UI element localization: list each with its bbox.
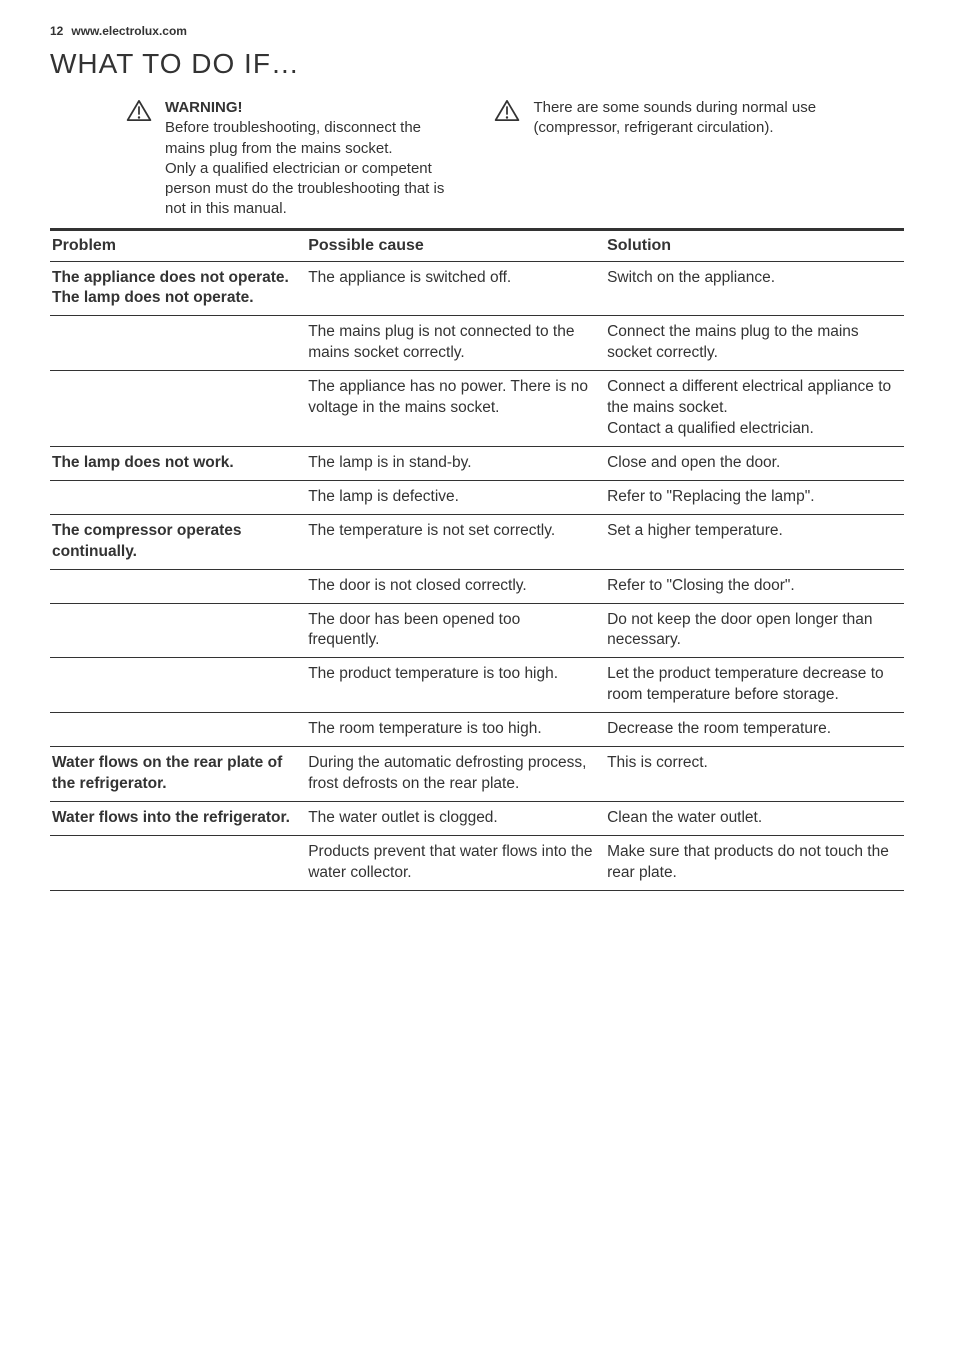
table-row: Water flows on the rear plate of the ref…	[50, 747, 904, 802]
site-url: www.electrolux.com	[71, 24, 187, 38]
table-row: Products prevent that water flows into t…	[50, 835, 904, 890]
cell-cause: The product temperature is too high.	[306, 658, 605, 713]
warning-right: There are some sounds during normal use …	[493, 98, 904, 220]
page-title: WHAT TO DO IF…	[50, 48, 904, 80]
cell-solution: Connect the mains plug to the mains sock…	[605, 316, 904, 371]
table-row: The door is not closed correctly.Refer t…	[50, 569, 904, 603]
cell-solution: Decrease the room temperature.	[605, 713, 904, 747]
cell-cause: The door is not closed correctly.	[306, 569, 605, 603]
cell-cause: The room temperature is too high.	[306, 713, 605, 747]
cell-cause: The water outlet is clogged.	[306, 802, 605, 836]
warning-heading: WARNING!	[165, 98, 463, 118]
cell-problem	[50, 713, 306, 747]
cell-problem	[50, 603, 306, 658]
cell-cause: During the automatic defrosting process,…	[306, 747, 605, 802]
table-row: The room temperature is too high.Decreas…	[50, 713, 904, 747]
cell-solution: Set a higher temperature.	[605, 514, 904, 569]
warning-left: WARNING! Before troubleshooting, disconn…	[50, 98, 463, 220]
cell-problem: Water flows into the refrigerator.	[50, 802, 306, 836]
cell-problem	[50, 835, 306, 890]
cell-cause: The door has been opened too frequently.	[306, 603, 605, 658]
table-row: The appliance does not operate. The lamp…	[50, 261, 904, 316]
table-row: The lamp does not work.The lamp is in st…	[50, 446, 904, 480]
table-row: The compressor operates continually.The …	[50, 514, 904, 569]
cell-cause: The lamp is in stand-by.	[306, 446, 605, 480]
cell-solution: Connect a different electrical appliance…	[605, 371, 904, 447]
cell-solution: Switch on the appliance.	[605, 261, 904, 316]
cell-solution: This is correct.	[605, 747, 904, 802]
cell-solution: Make sure that products do not touch the…	[605, 835, 904, 890]
warning-text-right: There are some sounds during normal use …	[533, 98, 904, 220]
cell-solution: Let the product temperature decrease to …	[605, 658, 904, 713]
th-cause: Possible cause	[306, 229, 605, 261]
cell-solution: Clean the water outlet.	[605, 802, 904, 836]
cell-problem	[50, 658, 306, 713]
page-number: 12	[50, 24, 63, 38]
cell-cause: The mains plug is not connected to the m…	[306, 316, 605, 371]
cell-problem: The appliance does not operate. The lamp…	[50, 261, 306, 316]
table-row: The appliance has no power. There is no …	[50, 371, 904, 447]
table-row: The product temperature is too high.Let …	[50, 658, 904, 713]
table-row: The door has been opened too frequently.…	[50, 603, 904, 658]
cell-problem: The compressor operates continually.	[50, 514, 306, 569]
cell-solution: Refer to "Closing the door".	[605, 569, 904, 603]
table-row: Water flows into the refrigerator.The wa…	[50, 802, 904, 836]
cell-cause: The appliance has no power. There is no …	[306, 371, 605, 447]
cell-problem: The lamp does not work.	[50, 446, 306, 480]
table-header-row: Problem Possible cause Solution	[50, 229, 904, 261]
cell-problem	[50, 480, 306, 514]
cell-cause: The temperature is not set correctly.	[306, 514, 605, 569]
cell-solution: Close and open the door.	[605, 446, 904, 480]
cell-problem	[50, 569, 306, 603]
table-row: The mains plug is not connected to the m…	[50, 316, 904, 371]
th-problem: Problem	[50, 229, 306, 261]
cell-problem	[50, 371, 306, 447]
warning-icon	[125, 98, 153, 220]
cell-solution: Refer to "Replacing the lamp".	[605, 480, 904, 514]
cell-cause: The appliance is switched off.	[306, 261, 605, 316]
table-row: The lamp is defective.Refer to "Replacin…	[50, 480, 904, 514]
th-solution: Solution	[605, 229, 904, 261]
warning-text-left: Before troubleshooting, disconnect the m…	[165, 118, 463, 219]
cell-cause: The lamp is defective.	[306, 480, 605, 514]
troubleshooting-table: Problem Possible cause Solution The appl…	[50, 228, 904, 891]
info-icon	[493, 98, 521, 220]
cell-solution: Do not keep the door open longer than ne…	[605, 603, 904, 658]
cell-cause: Products prevent that water flows into t…	[306, 835, 605, 890]
cell-problem	[50, 316, 306, 371]
cell-problem: Water flows on the rear plate of the ref…	[50, 747, 306, 802]
